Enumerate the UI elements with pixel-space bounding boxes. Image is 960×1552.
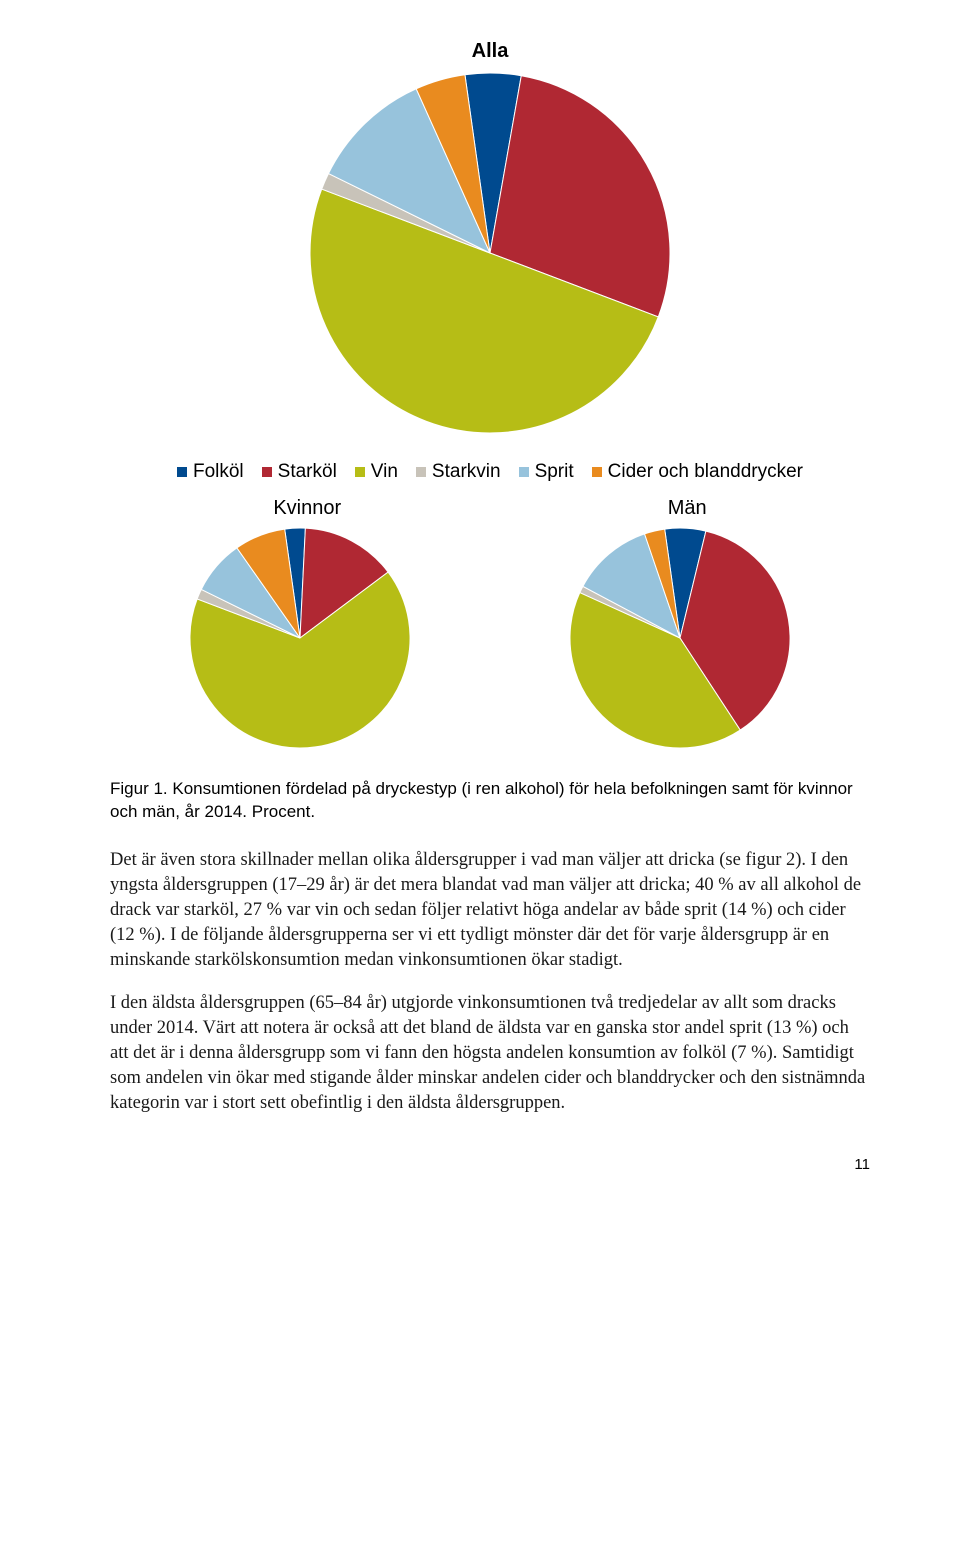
body-text: Det är även stora skillnader mellan olik… <box>110 848 870 1116</box>
legend-swatch-cider <box>592 467 602 477</box>
pie-alla-wrap <box>110 73 870 433</box>
body-paragraph-2: I den äldsta åldersgruppen (65–84 år) ut… <box>110 991 870 1116</box>
legend-item-starkol: Starköl <box>262 461 337 483</box>
legend: Folköl Starköl Vin Starkvin Sprit Cider och b… <box>110 461 870 483</box>
sub-charts-row <box>110 528 870 748</box>
body-paragraph-1: Det är även stora skillnader mellan olik… <box>110 848 870 973</box>
chart-title-kvinnor: Kvinnor <box>273 497 341 520</box>
legend-label-cider: Cider och blanddrycker <box>608 461 803 483</box>
legend-label-starkvin: Starkvin <box>432 461 501 483</box>
legend-item-vin: Vin <box>355 461 398 483</box>
pie-man <box>570 528 790 748</box>
legend-swatch-sprit <box>519 467 529 477</box>
legend-swatch-folkol <box>177 467 187 477</box>
legend-label-folkol: Folköl <box>193 461 244 483</box>
legend-label-sprit: Sprit <box>535 461 574 483</box>
chart-title-man: Män <box>668 497 707 520</box>
legend-swatch-starkvin <box>416 467 426 477</box>
pie-kvinnor <box>190 528 410 748</box>
page-number: 11 <box>110 1156 870 1173</box>
legend-item-sprit: Sprit <box>519 461 574 483</box>
pie-alla <box>310 73 670 433</box>
legend-item-folkol: Folköl <box>177 461 244 483</box>
legend-label-starkol: Starköl <box>278 461 337 483</box>
legend-swatch-starkol <box>262 467 272 477</box>
legend-label-vin: Vin <box>371 461 398 483</box>
chart-title-alla: Alla <box>110 40 870 63</box>
legend-item-starkvin: Starkvin <box>416 461 501 483</box>
legend-swatch-vin <box>355 467 365 477</box>
sub-chart-titles: Kvinnor Män <box>110 497 870 520</box>
figure-caption: Figur 1. Konsumtionen fördelad på drycke… <box>110 778 870 824</box>
legend-item-cider: Cider och blanddrycker <box>592 461 803 483</box>
